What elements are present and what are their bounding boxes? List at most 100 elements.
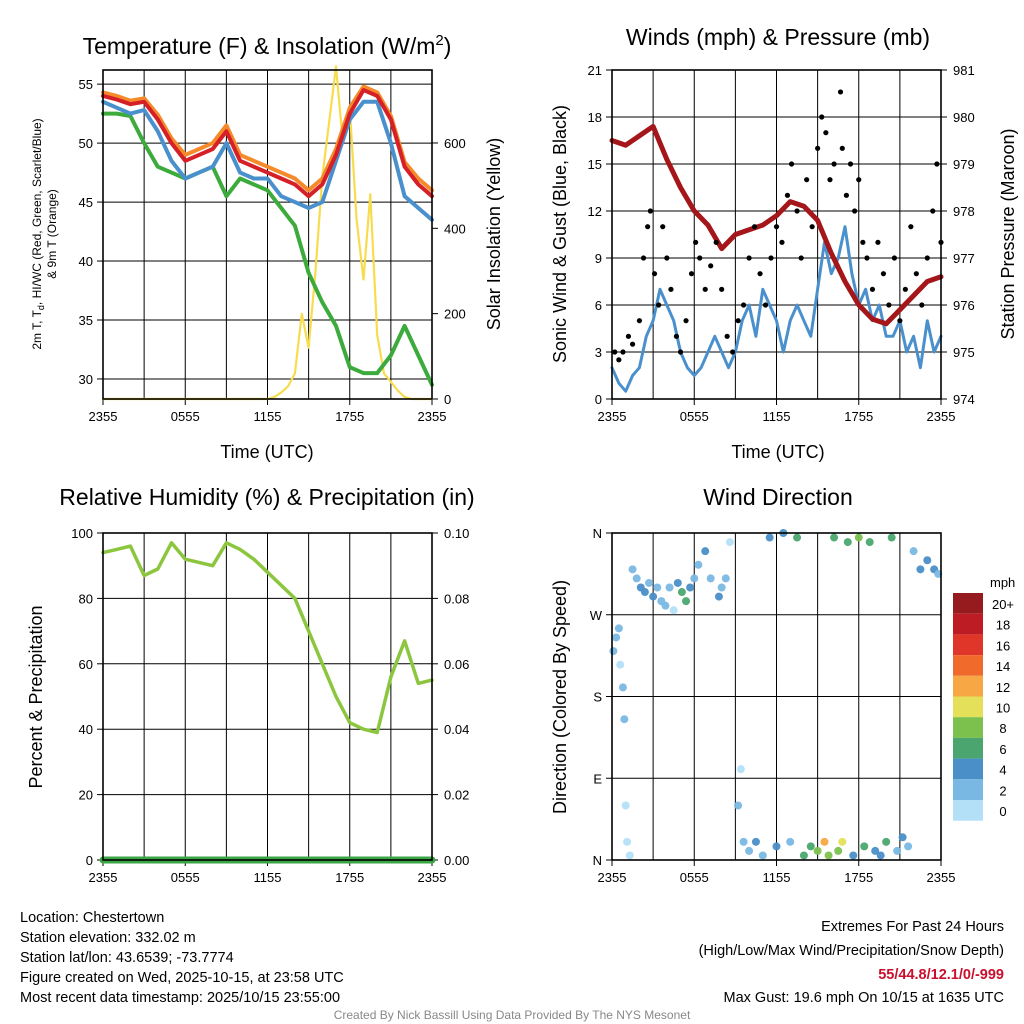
colorbar-unit: mph	[990, 575, 1015, 590]
gust-point	[897, 318, 903, 324]
wind-direction-point	[690, 574, 699, 583]
wind-direction-point	[701, 547, 710, 556]
colorbar-swatch	[953, 717, 983, 738]
gust-point	[779, 239, 785, 245]
left-tick-label: 3	[595, 345, 602, 360]
right-tick-label: 979	[953, 157, 975, 172]
gust-point	[902, 286, 908, 292]
left-tick-label: N	[593, 526, 602, 541]
gust-point	[713, 239, 719, 245]
x-tick-label: 2355	[418, 870, 447, 885]
colorbar-label: 4	[999, 763, 1006, 778]
colorbar-swatch	[953, 779, 983, 800]
x-tick-label: 0555	[171, 409, 200, 424]
gust-point	[656, 302, 662, 308]
wind-direction-point	[923, 556, 932, 565]
x-tick-label: 0555	[680, 870, 709, 885]
gust-point	[616, 357, 622, 363]
wind-direction-point	[765, 533, 774, 542]
gust-point	[673, 333, 680, 339]
plot-frame	[611, 532, 942, 861]
right-tick-label: 980	[953, 110, 975, 125]
wind-direction-point	[649, 592, 658, 601]
dir-panel: N E S W N 2355 0555 1155 1755 2355	[590, 526, 956, 885]
colorbar-swatch	[953, 613, 983, 635]
gust-point	[645, 224, 651, 230]
wind-direction-point	[806, 842, 815, 851]
gust-point	[688, 271, 695, 277]
dewpoint-td--line	[101, 111, 434, 387]
right-tick-label: 0.00	[444, 853, 469, 868]
wind-direction-point	[865, 538, 874, 547]
colorbar-swatch	[953, 593, 983, 614]
gust-point	[860, 239, 866, 245]
gust-point	[708, 263, 714, 269]
gust-point	[864, 255, 870, 261]
right-tick-label: 975	[953, 345, 975, 360]
wind-direction-point	[751, 837, 760, 846]
gust-point	[664, 255, 670, 261]
left-tick-label: 40	[79, 254, 93, 269]
gust-point	[757, 271, 763, 277]
wind-direction-point	[813, 846, 822, 855]
rh-panel: 0 20 40 60 80 100 0.00 0.02 0.04 0.06 0.08 0.10 2355…	[71, 526, 469, 885]
dir-y-axis-label: Direction (Colored By Speed)	[550, 580, 570, 814]
gust-point	[735, 318, 741, 324]
right-tick-label: 0.08	[444, 591, 469, 606]
2m-t-line	[101, 88, 434, 199]
wind-direction-point	[618, 683, 627, 692]
gust-point	[815, 145, 821, 151]
sonic-wind-line	[610, 225, 943, 393]
right-tick-label: 600	[444, 136, 466, 151]
gust-point	[919, 302, 925, 308]
right-tick-label: 978	[953, 204, 975, 219]
wind-direction-point	[625, 851, 634, 860]
gust-point	[924, 255, 930, 261]
left-tick-label: E	[593, 771, 602, 786]
wind-direction-point	[898, 833, 907, 842]
wind-y-axis-label: Sonic Wind & Gust (Blue, Black)	[550, 105, 570, 363]
left-tick-label: W	[590, 608, 603, 623]
gust-point	[843, 192, 850, 198]
left-tick-label: 9	[595, 251, 602, 266]
latlon-text: Station lat/lon: 43.6539; -73.7774	[20, 950, 234, 966]
wind-direction-point	[721, 574, 730, 583]
gust-point	[751, 224, 758, 230]
x-tick-label: 1155	[254, 870, 282, 885]
wind-direction-point	[830, 533, 839, 542]
colorbar-label: 18	[996, 618, 1010, 633]
speed-colorbar: mph 20+ 18 16 14 12 10 8 6 4 2 0	[953, 575, 1015, 821]
colorbar-swatch	[953, 634, 983, 656]
colorbar-label: 16	[996, 638, 1010, 653]
left-tick-label: 35	[79, 313, 93, 328]
wind-direction-point	[772, 842, 781, 851]
wind-direction-point	[686, 583, 695, 592]
wind-direction-point	[725, 538, 734, 547]
wind-direction-point	[714, 592, 723, 601]
gust-point	[762, 302, 769, 308]
gust-point	[620, 349, 626, 355]
wind-direction-point	[854, 533, 863, 542]
extremes-legend: (High/Low/Max Wind/Precipitation/Snow De…	[699, 943, 1004, 959]
wind-direction-point	[673, 578, 682, 587]
x-tick-label: 0555	[171, 870, 200, 885]
left-tick-label: 60	[79, 657, 93, 672]
left-tick-label: 0	[595, 392, 602, 407]
left-tick-label: 30	[79, 372, 93, 387]
gust-point	[668, 286, 674, 292]
x-tick-label: 2355	[89, 409, 118, 424]
wind-direction-point	[758, 851, 767, 860]
left-tick-label: 45	[79, 195, 93, 210]
gust-point	[697, 255, 703, 261]
gust-point	[908, 224, 914, 230]
gust-point	[677, 349, 684, 355]
wind-direction-point	[739, 837, 748, 846]
gust-point	[819, 114, 825, 120]
right-tick-label: 0	[444, 392, 451, 407]
x-tick-label: 1755	[335, 870, 364, 885]
gust-point	[702, 286, 708, 292]
gust-point	[930, 208, 936, 214]
extremes-title: Extremes For Past 24 Hours	[821, 919, 1004, 935]
wind-direction-point	[820, 837, 829, 846]
